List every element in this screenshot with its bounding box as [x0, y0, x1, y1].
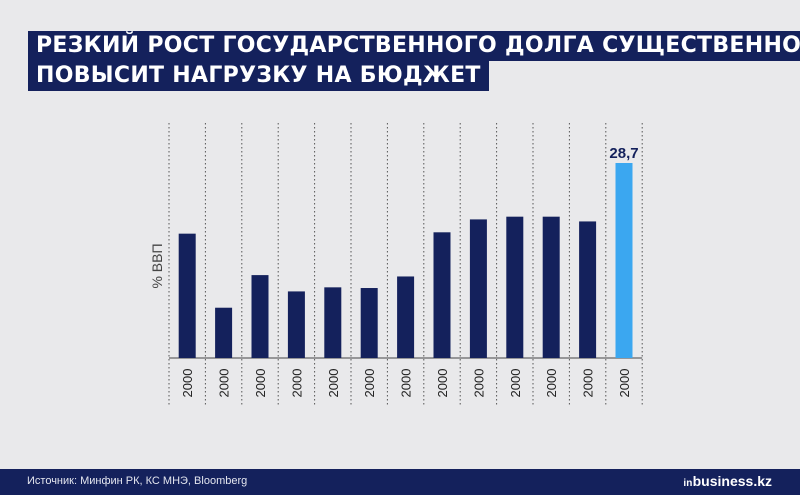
- x-tick-label: 2000: [435, 369, 450, 398]
- x-tick-label: 2000: [544, 369, 559, 398]
- x-tick-label: 2000: [253, 369, 268, 398]
- bar: [615, 163, 633, 358]
- source-note: Источник: Минфин РК, КС МНЭ, Bloomberg: [27, 475, 248, 487]
- brand-prefix: in: [683, 478, 693, 489]
- chart-title-line-2: ПОВЫСИТ НАГРУЗКУ НА БЮДЖЕТ: [28, 61, 489, 91]
- brand-name: business.kz: [692, 473, 772, 489]
- x-tick-label: 2000: [617, 369, 632, 398]
- bar: [287, 291, 305, 358]
- x-tick-label: 2000: [399, 369, 414, 398]
- x-tick-label: 2000: [471, 369, 486, 398]
- x-tick-label: 2000: [326, 369, 341, 398]
- bar: [397, 276, 415, 358]
- data-label: 28,7: [609, 145, 638, 162]
- bar: [579, 221, 597, 358]
- bar: [178, 233, 196, 358]
- x-tick-label: 2000: [217, 369, 232, 398]
- y-axis-label: % ВВП: [149, 243, 165, 288]
- chart-title-line-1: РЕЗКИЙ РОСТ ГОСУДАРСТВЕННОГО ДОЛГА СУЩЕС…: [28, 31, 800, 61]
- brand-logo: inbusiness.kz: [683, 473, 772, 489]
- bar: [251, 275, 269, 358]
- x-tick-label: 2000: [508, 369, 523, 398]
- x-tick-label: 2000: [289, 369, 304, 398]
- bar: [469, 219, 487, 358]
- x-tick-label: 2000: [180, 369, 195, 398]
- footer-bar: Источник: Минфин РК, КС МНЭ, Bloomberg i…: [0, 469, 800, 495]
- bar: [215, 307, 233, 358]
- bar: [506, 216, 524, 358]
- x-tick-label: 2000: [362, 369, 377, 398]
- x-tick-label: 2000: [581, 369, 596, 398]
- bar: [360, 288, 378, 358]
- bar: [324, 287, 342, 358]
- bar: [433, 232, 451, 358]
- bar: [542, 216, 560, 358]
- bar-chart: % ВВП 2000 2000 2000 2000 2000 2000 2000 2000 200…: [149, 123, 643, 406]
